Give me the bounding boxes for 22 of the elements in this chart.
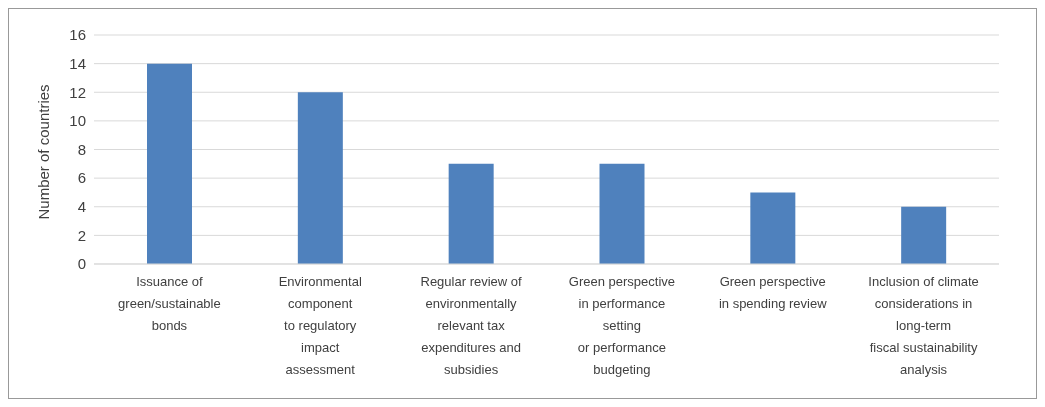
y-tick-label: 16 [69,26,86,44]
y-tick-label: 6 [77,169,86,187]
y-tick-label: 14 [69,54,86,72]
y-axis-title: Number of countries [35,84,53,220]
y-tick-label: 0 [77,255,86,273]
y-tick-label: 4 [77,198,86,216]
bar [599,163,645,264]
y-tick-label: 10 [69,112,86,130]
bar [750,192,796,264]
x-tick-label: Regular review of environmentally relevant tax expenditures and subsidies [420,274,523,377]
x-tick-label: Issuance of green/sustainable bonds [118,274,221,333]
x-tick-label: Inclusion of climate considerations in long-term fiscal sustainability analysis [868,274,979,377]
bar [297,92,343,264]
bar [448,163,494,264]
bar [901,206,947,264]
bar [147,63,192,264]
x-tick-label: Green perspective in spending review [718,274,828,311]
y-tick-label: 8 [77,140,86,158]
x-tick-label: Green perspective in performance setting or performance budgeting [568,274,676,377]
y-tick-label: 2 [77,226,86,244]
x-tick-label: Environmental component to regulatory impact assessment [278,274,362,377]
y-tick-label: 12 [69,83,86,101]
